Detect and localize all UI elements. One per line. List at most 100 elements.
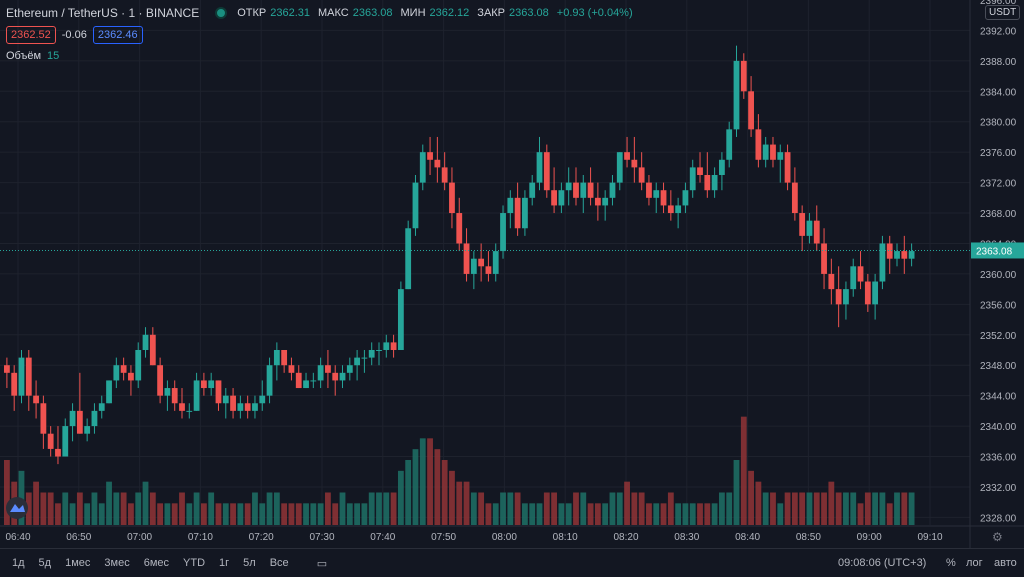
candle-body <box>770 144 776 160</box>
candle-body <box>594 197 601 206</box>
candle-body <box>157 365 164 396</box>
volume-bar <box>171 503 178 525</box>
log-toggle[interactable]: лог <box>966 557 983 569</box>
volume-bar <box>317 503 324 525</box>
volume-bar <box>332 503 339 525</box>
volume-bar <box>200 503 207 525</box>
candle-body <box>215 380 222 404</box>
volume-bar <box>573 492 579 525</box>
candle-body <box>609 182 616 198</box>
volume-bar <box>215 503 222 525</box>
time-tick-label: 07:10 <box>188 532 213 543</box>
volume-bar <box>106 481 112 525</box>
candle-body <box>529 182 536 198</box>
range-1d[interactable]: 1д <box>12 557 25 569</box>
price-tick-label: 2352.00 <box>980 331 1017 342</box>
low-value: 2362.12 <box>429 7 470 19</box>
candle-body <box>142 334 149 350</box>
price-chart[interactable]: 2392.00 2388.00 2384.00 2380.00 2376.00 2372.… <box>0 0 1024 548</box>
volume-label: Объём <box>6 50 42 62</box>
range-5d[interactable]: 5д <box>38 557 52 569</box>
volume-bar <box>886 503 893 525</box>
candle-body <box>755 129 762 160</box>
high-label: МАКС <box>318 7 349 19</box>
volume-bar <box>149 492 156 525</box>
candle-body <box>791 182 798 214</box>
price-tick-label: 2368.00 <box>980 209 1017 220</box>
candle-body <box>864 281 871 305</box>
volume-bar <box>748 470 754 525</box>
high-value: 2363.08 <box>352 7 393 19</box>
calendar-icon[interactable]: ▭ <box>316 557 328 570</box>
candle-body <box>62 426 69 457</box>
chart-legend: Ethereum / TetherUS · 1 · BINANCE ОТКР 23… <box>6 6 637 20</box>
volume-bar <box>653 503 660 525</box>
volume-legend: Объём 15 <box>6 50 59 62</box>
volume-bar <box>405 460 412 525</box>
range-6m[interactable]: 6мес <box>143 557 170 569</box>
candle-body <box>850 266 857 290</box>
candle-body <box>821 243 827 274</box>
candle-body <box>799 213 806 236</box>
candle-body <box>806 220 813 236</box>
volume-bar <box>522 503 528 525</box>
volume-bar <box>193 492 200 525</box>
percent-toggle[interactable]: % <box>946 557 956 569</box>
candle-body <box>638 167 645 183</box>
candle-body <box>660 190 667 206</box>
volume-bar <box>660 503 667 525</box>
symbol-title[interactable]: Ethereum / TetherUS · 1 · BINANCE <box>6 6 200 20</box>
volume-bar <box>325 492 331 525</box>
clock[interactable]: 09:08:06 (UTC+3) <box>838 557 927 569</box>
range-1y[interactable]: 1г <box>219 557 230 569</box>
currency-button[interactable]: USDT <box>985 5 1021 20</box>
exchange: BINANCE <box>145 6 200 20</box>
range-ytd[interactable]: YTD <box>183 557 206 569</box>
price-tick-label: 2348.00 <box>980 361 1017 372</box>
range-all[interactable]: Все <box>269 557 289 569</box>
volume-bar <box>580 492 587 525</box>
volume-bar <box>850 492 857 525</box>
range-3m[interactable]: 3мес <box>104 557 130 569</box>
volume-bar <box>507 492 514 525</box>
volume-bar <box>368 492 375 525</box>
gear-icon[interactable]: ⚙ <box>992 530 1003 544</box>
range-1m[interactable]: 1мес <box>65 557 91 569</box>
range-5y[interactable]: 5л <box>243 557 256 569</box>
volume-bar <box>492 503 499 525</box>
buy-button[interactable]: 2362.46 <box>92 26 143 44</box>
time-tick-label: 09:10 <box>917 532 942 543</box>
volume-bar <box>835 492 842 525</box>
auto-toggle[interactable]: авто <box>994 557 1017 569</box>
sell-button[interactable]: 2362.52 <box>6 26 56 44</box>
volume-bar <box>646 503 652 525</box>
candle-body <box>580 182 587 198</box>
price-tick-label: 2356.00 <box>980 300 1017 311</box>
volume-bar <box>222 503 229 525</box>
candle-body <box>339 372 346 381</box>
candle-body <box>200 380 207 389</box>
time-tick-label: 09:00 <box>857 532 882 543</box>
candle-body <box>11 372 18 396</box>
volume-bar <box>339 492 346 525</box>
volume-bar <box>142 481 149 525</box>
candle-body <box>901 251 908 259</box>
candle-body <box>500 213 506 252</box>
volume-bar <box>624 481 630 525</box>
candle-body <box>237 403 244 411</box>
candle-body <box>449 182 455 214</box>
price-tick-label: 2372.00 <box>980 179 1017 190</box>
candle-body <box>193 380 200 411</box>
candle-body <box>835 289 842 305</box>
candle-body <box>310 380 317 382</box>
volume-bar <box>689 503 696 525</box>
candle-body <box>419 152 426 183</box>
volume-bar <box>791 492 798 525</box>
candle-body <box>346 365 353 373</box>
market-status-icon <box>215 7 228 19</box>
candle-body <box>689 167 696 191</box>
candle-body <box>784 152 791 183</box>
candle-body <box>84 426 91 434</box>
volume-bar <box>361 503 368 525</box>
candle-body <box>47 433 54 449</box>
